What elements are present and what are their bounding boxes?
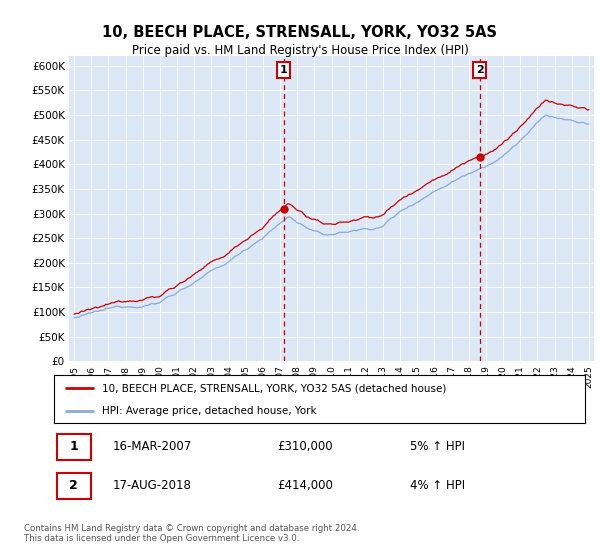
Text: 2: 2 (476, 65, 484, 74)
FancyBboxPatch shape (56, 433, 91, 460)
Text: 4% ↑ HPI: 4% ↑ HPI (410, 479, 465, 492)
Text: 5% ↑ HPI: 5% ↑ HPI (410, 440, 465, 453)
Text: Contains HM Land Registry data © Crown copyright and database right 2024.
This d: Contains HM Land Registry data © Crown c… (24, 524, 359, 543)
Text: Price paid vs. HM Land Registry's House Price Index (HPI): Price paid vs. HM Land Registry's House … (131, 44, 469, 57)
Text: 1: 1 (280, 65, 287, 74)
FancyBboxPatch shape (56, 473, 91, 499)
Text: £414,000: £414,000 (277, 479, 333, 492)
Text: 10, BEECH PLACE, STRENSALL, YORK, YO32 5AS (detached house): 10, BEECH PLACE, STRENSALL, YORK, YO32 5… (102, 383, 446, 393)
Text: 16-MAR-2007: 16-MAR-2007 (112, 440, 191, 453)
Text: HPI: Average price, detached house, York: HPI: Average price, detached house, York (102, 406, 316, 416)
Text: 10, BEECH PLACE, STRENSALL, YORK, YO32 5AS: 10, BEECH PLACE, STRENSALL, YORK, YO32 5… (103, 25, 497, 40)
Text: 17-AUG-2018: 17-AUG-2018 (112, 479, 191, 492)
Text: 1: 1 (69, 440, 78, 453)
Text: £310,000: £310,000 (277, 440, 332, 453)
Text: 2: 2 (69, 479, 78, 492)
